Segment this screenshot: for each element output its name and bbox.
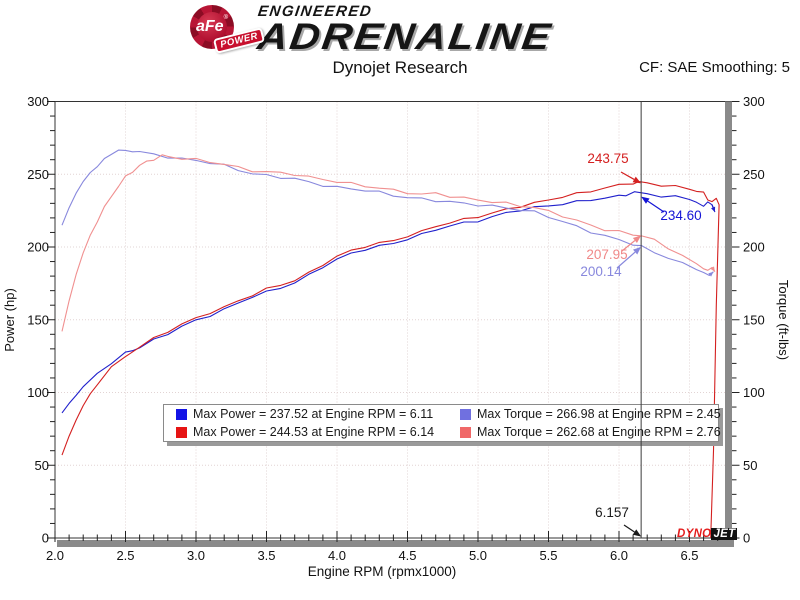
x-tick-label: 4.0 bbox=[328, 548, 346, 563]
y-tick-label-left: 200 bbox=[27, 240, 49, 255]
x-tick-label: 5.5 bbox=[539, 548, 557, 563]
x-tick-label: 2.5 bbox=[116, 548, 134, 563]
y-tick-label-right: 50 bbox=[743, 458, 757, 473]
y-tick-label-left: 0 bbox=[42, 531, 49, 546]
dynojet-watermark: DYNO JET bbox=[677, 528, 738, 540]
callout-arrowhead bbox=[711, 206, 716, 213]
x-tick-label: 6.0 bbox=[610, 548, 628, 563]
curve-torque_run2_pink bbox=[61, 154, 716, 332]
y-tick-label-right: 250 bbox=[743, 167, 765, 182]
legend-label: Max Torque = 266.98 at Engine RPM = 2.45 bbox=[477, 407, 721, 421]
y-tick-label-right: 0 bbox=[743, 531, 750, 546]
legend-item-torque-run1: Max Torque = 266.98 at Engine RPM = 2.45 bbox=[448, 407, 721, 421]
y-tick-label-left: 300 bbox=[27, 94, 49, 109]
x-axis-bar bbox=[57, 540, 734, 547]
chart-title: Dynojet Research bbox=[332, 58, 468, 77]
y-tick-label-left: 100 bbox=[27, 385, 49, 400]
curve-power_run2_red bbox=[61, 180, 720, 539]
legend-label: Max Power = 244.53 at Engine RPM = 6.14 bbox=[193, 425, 435, 439]
callout-arrowhead bbox=[708, 271, 714, 277]
afe-logo-text: aFe bbox=[196, 18, 224, 35]
legend-swatch-pink bbox=[460, 426, 471, 438]
y-tick-label-right: 150 bbox=[743, 312, 765, 327]
correction-smoothing-info: CF: SAE Smoothing: 5 bbox=[639, 59, 790, 76]
y-tick-label-left: 250 bbox=[27, 167, 49, 182]
afe-logo-badge: aFe ® bbox=[190, 5, 234, 49]
legend-label: Max Power = 237.52 at Engine RPM = 6.11 bbox=[193, 407, 434, 421]
x-tick-label: 3.5 bbox=[257, 548, 275, 563]
legend-label: Max Torque = 262.68 at Engine RPM = 2.76 bbox=[477, 425, 721, 439]
legend-item-power-run1: Max Power = 237.52 at Engine RPM = 6.11 bbox=[164, 407, 448, 421]
callout-arrow bbox=[711, 204, 714, 208]
y-tick-label-right: 200 bbox=[743, 240, 765, 255]
y-axis-right-title: Torque (ft-lbs) bbox=[776, 280, 791, 360]
y-axis-left-title: Power (hp) bbox=[2, 288, 17, 352]
y-axis-right-bar bbox=[725, 101, 732, 547]
x-tick-label: 6.5 bbox=[680, 548, 698, 563]
x-axis-title: Engine RPM (rpmx1000) bbox=[308, 564, 457, 579]
dynojet-watermark-dyno: DYNO bbox=[677, 528, 712, 540]
x-tick-label: 2.0 bbox=[46, 548, 64, 563]
legend-swatch-red bbox=[176, 426, 187, 438]
x-tick-label: 4.5 bbox=[398, 548, 416, 563]
curve-power_run1_blue bbox=[61, 191, 716, 414]
y-tick-label-right: 100 bbox=[743, 385, 765, 400]
y-tick-label-right: 300 bbox=[743, 94, 765, 109]
x-tick-label: 5.0 bbox=[469, 548, 487, 563]
callout-arrowhead bbox=[710, 266, 715, 272]
legend-item-torque-run2: Max Torque = 262.68 at Engine RPM = 2.76 bbox=[448, 425, 721, 439]
legend-box: Max Power = 237.52 at Engine RPM = 6.11 … bbox=[163, 404, 721, 442]
curve-torque_run1_periwinkle bbox=[61, 149, 714, 276]
legend-item-power-run2: Max Power = 244.53 at Engine RPM = 6.14 bbox=[164, 425, 448, 439]
x-tick-label: 3.0 bbox=[187, 548, 205, 563]
legend-swatch-blue bbox=[176, 408, 187, 420]
dynojet-watermark-jet: JET bbox=[711, 528, 738, 540]
y-tick-label-left: 150 bbox=[27, 312, 49, 327]
y-tick-label-left: 50 bbox=[35, 458, 49, 473]
legend-swatch-periwinkle bbox=[460, 408, 471, 420]
registered-mark-icon: ® bbox=[223, 15, 228, 21]
